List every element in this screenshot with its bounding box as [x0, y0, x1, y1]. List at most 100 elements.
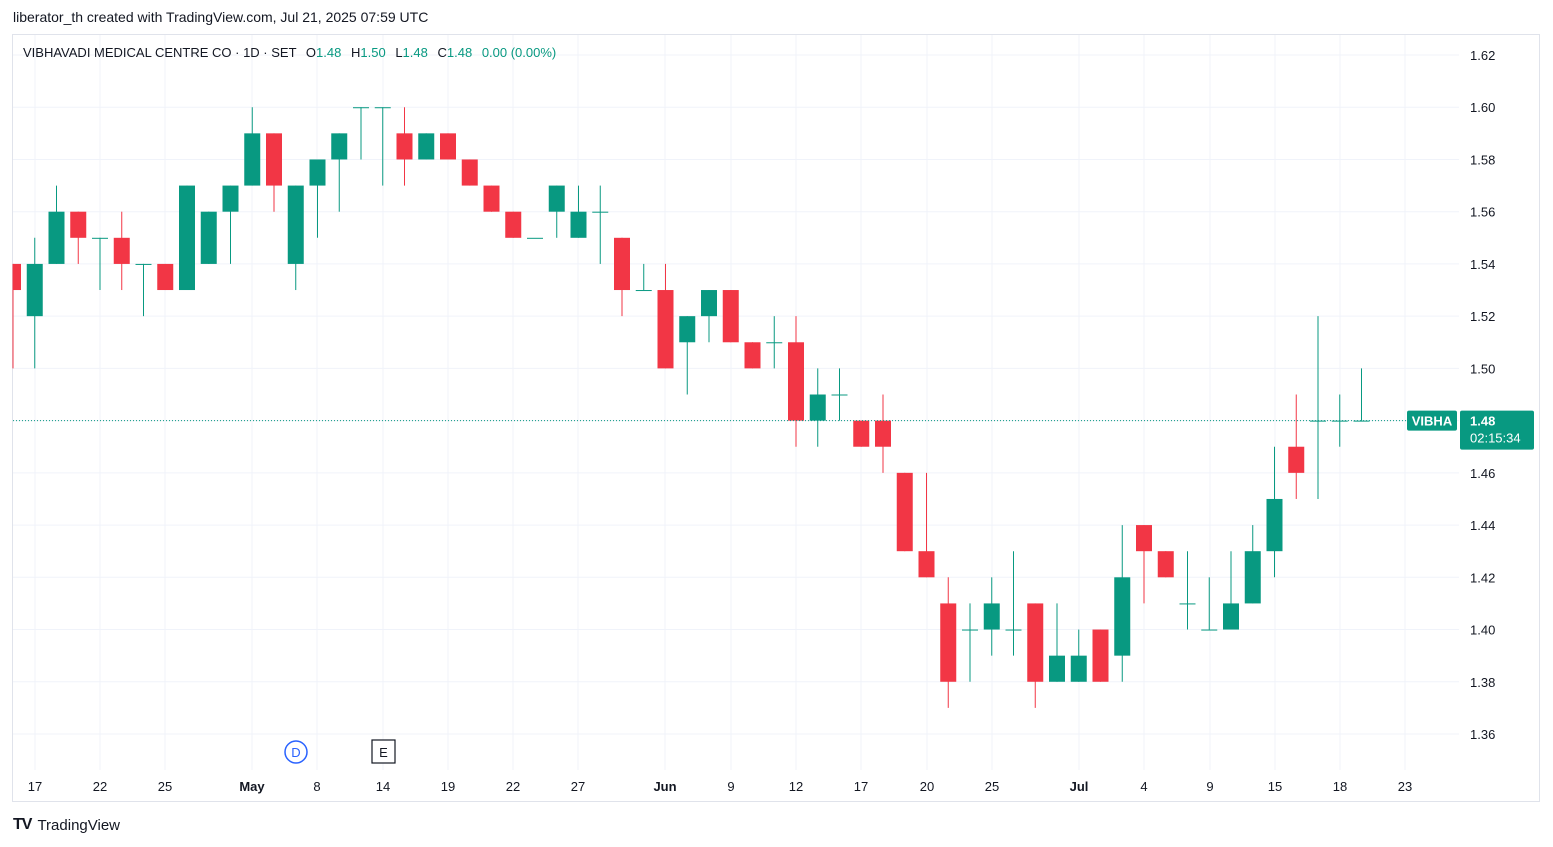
price-tick-label: 1.38 [1470, 675, 1495, 690]
price-tag-value: 1.48 [1470, 414, 1495, 429]
candle [831, 368, 848, 421]
candle [1157, 551, 1174, 578]
candle [1070, 629, 1087, 682]
price-tick-label: 1.54 [1470, 257, 1495, 272]
candle-body [48, 211, 65, 264]
time-tick-label: 4 [1140, 779, 1147, 794]
candle-body [309, 159, 326, 186]
candle-body [962, 629, 978, 631]
candle [179, 185, 195, 291]
high-label: H [350, 45, 361, 60]
price-tick-label: 1.62 [1470, 48, 1495, 63]
close-label: C [437, 45, 447, 60]
candle-body [1288, 446, 1305, 473]
candle-body [157, 263, 174, 291]
candle-body [788, 342, 804, 421]
candle-body [70, 211, 87, 238]
candle-body [266, 133, 282, 186]
candle-body [1005, 629, 1022, 631]
price-tag-countdown: 02:15:34 [1470, 431, 1521, 446]
time-tick-label: 25 [985, 779, 999, 794]
time-tick-label: 12 [789, 779, 803, 794]
price-tick-label: 1.50 [1470, 361, 1495, 376]
candle [1005, 551, 1022, 656]
candle [48, 185, 65, 264]
candle [287, 185, 304, 291]
time-tick-label: 20 [920, 779, 934, 794]
candle-body [722, 290, 739, 343]
candle [1179, 551, 1196, 630]
price-tick-label: 1.44 [1470, 518, 1495, 533]
candle [1310, 316, 1326, 499]
candle-body [287, 185, 304, 264]
candle-body [679, 316, 696, 343]
candle [983, 577, 1000, 656]
candle [1223, 551, 1239, 630]
candle-body [353, 107, 369, 109]
time-tick-label: 17 [854, 779, 868, 794]
open-label: O [305, 45, 317, 60]
candle [396, 107, 413, 186]
candle [309, 159, 326, 238]
dividend-marker-icon [284, 740, 308, 764]
candle [12, 263, 21, 369]
time-tick-label: 27 [571, 779, 585, 794]
dividend-marker-label: D [291, 745, 300, 760]
candle-body [635, 290, 652, 292]
candle [1136, 525, 1152, 604]
candle [1244, 525, 1261, 604]
time-axis[interactable]: 17 22 25 May 8 14 19 22 27 Jun 9 12 17 20 25 Jul 4 9 15 18 2… [28, 779, 1412, 794]
candle [331, 133, 348, 212]
candle-body [505, 211, 522, 238]
price-axis[interactable]: 1.36 1.38 1.40 1.42 1.44 1.46 1.48 1.50 1.52 1.54… [1470, 48, 1495, 742]
candle [657, 263, 674, 369]
candle [940, 577, 957, 708]
candle-body [418, 133, 435, 160]
candle [1201, 577, 1218, 631]
candle-body [701, 290, 717, 317]
earnings-marker-label: E [379, 745, 388, 760]
low-value: 1.48 [402, 45, 428, 60]
candle [200, 211, 217, 264]
candle [722, 290, 739, 343]
candle-body [1136, 525, 1152, 552]
time-tick-label: 23 [1398, 779, 1412, 794]
candle [1288, 394, 1305, 499]
candle-body [831, 394, 848, 396]
price-tick-label: 1.52 [1470, 309, 1495, 324]
candles [12, 107, 1370, 708]
price-tick-label: 1.56 [1470, 205, 1495, 220]
candle [374, 107, 391, 186]
time-tick-label: 9 [1206, 779, 1213, 794]
candle-body [614, 237, 630, 291]
chart-frame [12, 34, 1540, 802]
candle-body [875, 420, 891, 447]
time-tick-label: 19 [441, 779, 455, 794]
time-tick-label: Jul [1070, 779, 1089, 794]
candle-body [374, 107, 391, 109]
candle [157, 263, 174, 291]
time-tick-label: Jun [653, 779, 676, 794]
candle [353, 107, 369, 160]
candle-body [179, 185, 195, 291]
tradingview-brand[interactable]: TV TradingView [13, 816, 120, 834]
price-overlay: VIBHA 1.48 02:15:34 D E [13, 410, 1534, 764]
candle [962, 603, 978, 682]
candle [461, 159, 478, 186]
time-tick-label: 8 [313, 779, 320, 794]
candle-body [1179, 603, 1196, 605]
chart-caption: liberator_th created with TradingView.co… [13, 9, 429, 25]
time-tick-label: 22 [506, 779, 520, 794]
time-tick-label: 17 [28, 779, 42, 794]
candle-body [896, 472, 913, 552]
candle [788, 316, 804, 447]
candle [1266, 446, 1283, 578]
candle-body [527, 237, 543, 239]
candle-body [940, 603, 957, 682]
price-tag-bg [1460, 410, 1534, 450]
candle-body [592, 211, 609, 213]
candle-body [1266, 498, 1283, 552]
candle [266, 133, 282, 212]
candle-body [135, 263, 152, 265]
